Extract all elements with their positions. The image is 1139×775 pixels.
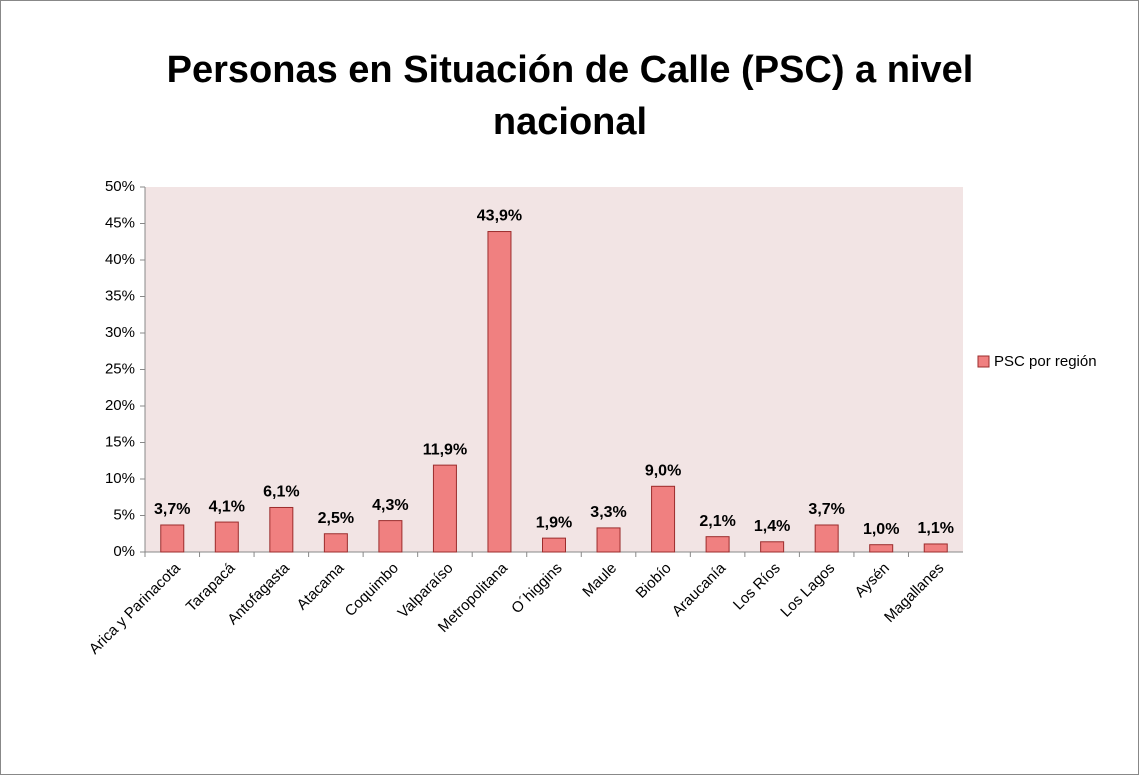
data-label: 3,3% (590, 504, 626, 521)
bar (923, 543, 948, 553)
data-label: 3,7% (154, 501, 190, 518)
y-tick-label: 25% (105, 360, 135, 377)
data-label: 4,3% (372, 497, 408, 514)
bar (651, 485, 676, 553)
data-label: 43,9% (477, 208, 522, 225)
bar (432, 464, 457, 553)
data-label: 2,5% (318, 510, 354, 527)
y-tick-label: 5% (113, 506, 135, 523)
bar (596, 527, 621, 553)
y-tick-label: 50% (105, 178, 135, 195)
legend-swatch (977, 355, 990, 368)
bar (269, 506, 294, 553)
data-label: 6,1% (263, 484, 299, 501)
y-tick-label: 40% (105, 251, 135, 268)
y-tick-label: 30% (105, 324, 135, 341)
data-label: 3,7% (808, 501, 844, 518)
bar (760, 541, 785, 553)
bar (214, 521, 239, 553)
y-tick-label: 0% (113, 543, 135, 560)
plot-area (145, 187, 963, 552)
data-label: 1,0% (863, 521, 899, 538)
bar (160, 524, 185, 553)
data-label: 4,1% (209, 498, 245, 515)
y-tick-label: 45% (105, 214, 135, 231)
bar (814, 524, 839, 553)
y-tick-label: 35% (105, 287, 135, 304)
bar (378, 520, 403, 553)
bar (323, 533, 348, 553)
y-tick-label: 20% (105, 397, 135, 414)
data-label: 1,9% (536, 514, 572, 531)
legend-label: PSC por región (994, 353, 1097, 370)
bar (869, 544, 894, 553)
y-tick-label: 15% (105, 433, 135, 450)
data-label: 2,1% (699, 513, 735, 530)
bar (705, 536, 730, 553)
bar (487, 231, 512, 553)
data-label: 9,0% (645, 463, 681, 480)
data-label: 1,4% (754, 518, 790, 535)
data-label: 1,1% (917, 520, 953, 537)
chart-title: Personas en Situación de Calle (PSC) a n… (166, 49, 974, 143)
data-label: 11,9% (423, 441, 467, 458)
bar (542, 537, 566, 553)
y-tick-label: 10% (105, 470, 135, 487)
